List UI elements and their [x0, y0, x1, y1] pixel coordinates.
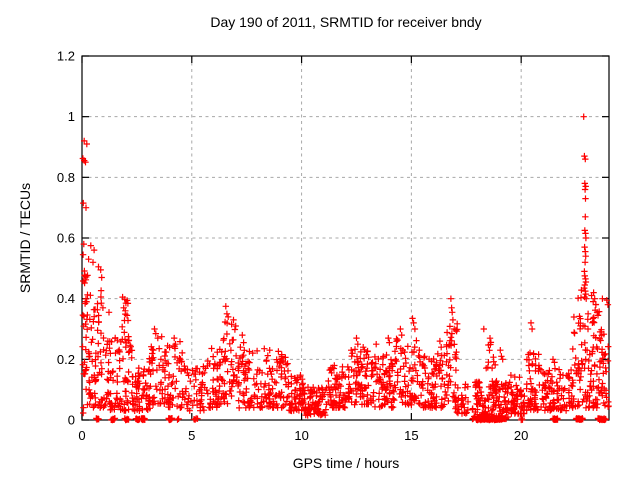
y-tick-label: 0.2 — [57, 352, 75, 367]
y-tick-label: 1.2 — [57, 49, 75, 64]
y-tick-label: 0.8 — [57, 170, 75, 185]
y-tick-label: 0.4 — [57, 291, 75, 306]
x-axis-label: GPS time / hours — [292, 455, 400, 471]
x-tick-label: 15 — [404, 428, 418, 443]
x-tick-label: 5 — [188, 428, 195, 443]
y-tick-label: 0 — [68, 413, 75, 428]
chart-title: Day 190 of 2011, SRMTID for receiver bnd… — [210, 14, 482, 30]
x-tick-label: 10 — [294, 428, 308, 443]
scatter-points — [79, 113, 612, 424]
y-tick-label: 1 — [68, 109, 75, 124]
y-tick-label: 0.6 — [57, 231, 75, 246]
x-tick-label: 0 — [78, 428, 85, 443]
x-tick-label: 20 — [514, 428, 528, 443]
